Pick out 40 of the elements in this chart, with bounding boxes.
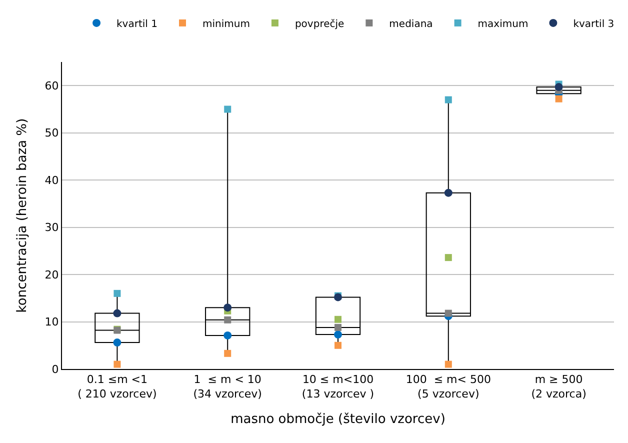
point	[444, 360, 452, 368]
point	[224, 304, 232, 312]
y-tick-label: 20	[44, 268, 59, 282]
point	[224, 106, 232, 113]
point	[113, 338, 122, 347]
point	[113, 309, 122, 318]
y-tick-label: 10	[44, 316, 59, 329]
y-tick-label: 60	[44, 79, 59, 92]
point	[444, 254, 452, 262]
y-tick-label: 30	[44, 221, 59, 234]
point	[224, 316, 232, 324]
point	[444, 310, 452, 317]
point	[555, 95, 562, 102]
legend-label: maximum	[478, 18, 528, 30]
x-axis-title: masno območje (število vzorcev)	[230, 412, 446, 428]
point	[334, 342, 342, 349]
point	[224, 350, 232, 357]
point	[444, 188, 452, 197]
point	[334, 324, 342, 331]
x-tick-label: 10 ≤ m<100 (13 vzorcev )	[302, 373, 374, 400]
x-tick-label: 100 ≤ m< 500 (5 vzorcev)	[406, 373, 491, 400]
legend-label: kvartil 1	[116, 18, 158, 30]
legend-label: mediana	[389, 18, 433, 30]
x-tick-label: 1 ≤ m < 10 (34 vzorcev)	[193, 373, 262, 400]
point	[554, 83, 563, 92]
point	[114, 360, 121, 368]
y-tick-label: 50	[44, 126, 59, 140]
point	[224, 331, 232, 340]
y-tick-label: 0	[52, 362, 59, 376]
x-tick-label: m ≥ 500 (2 vzorca)	[531, 373, 586, 400]
legend-label: povprečje	[294, 18, 344, 30]
y-axis-title: koncentracija (heroin baza %)	[15, 118, 30, 313]
x-tick-label: 0.1 ≤m <1 ( 210 vzorcev)	[78, 373, 157, 400]
legend-label: kvartil 3	[573, 18, 614, 30]
point	[444, 96, 452, 104]
legend-label: minimum	[202, 18, 250, 30]
y-tick-label: 40	[44, 174, 59, 187]
point	[114, 290, 121, 297]
point	[334, 330, 342, 339]
point	[334, 316, 342, 323]
